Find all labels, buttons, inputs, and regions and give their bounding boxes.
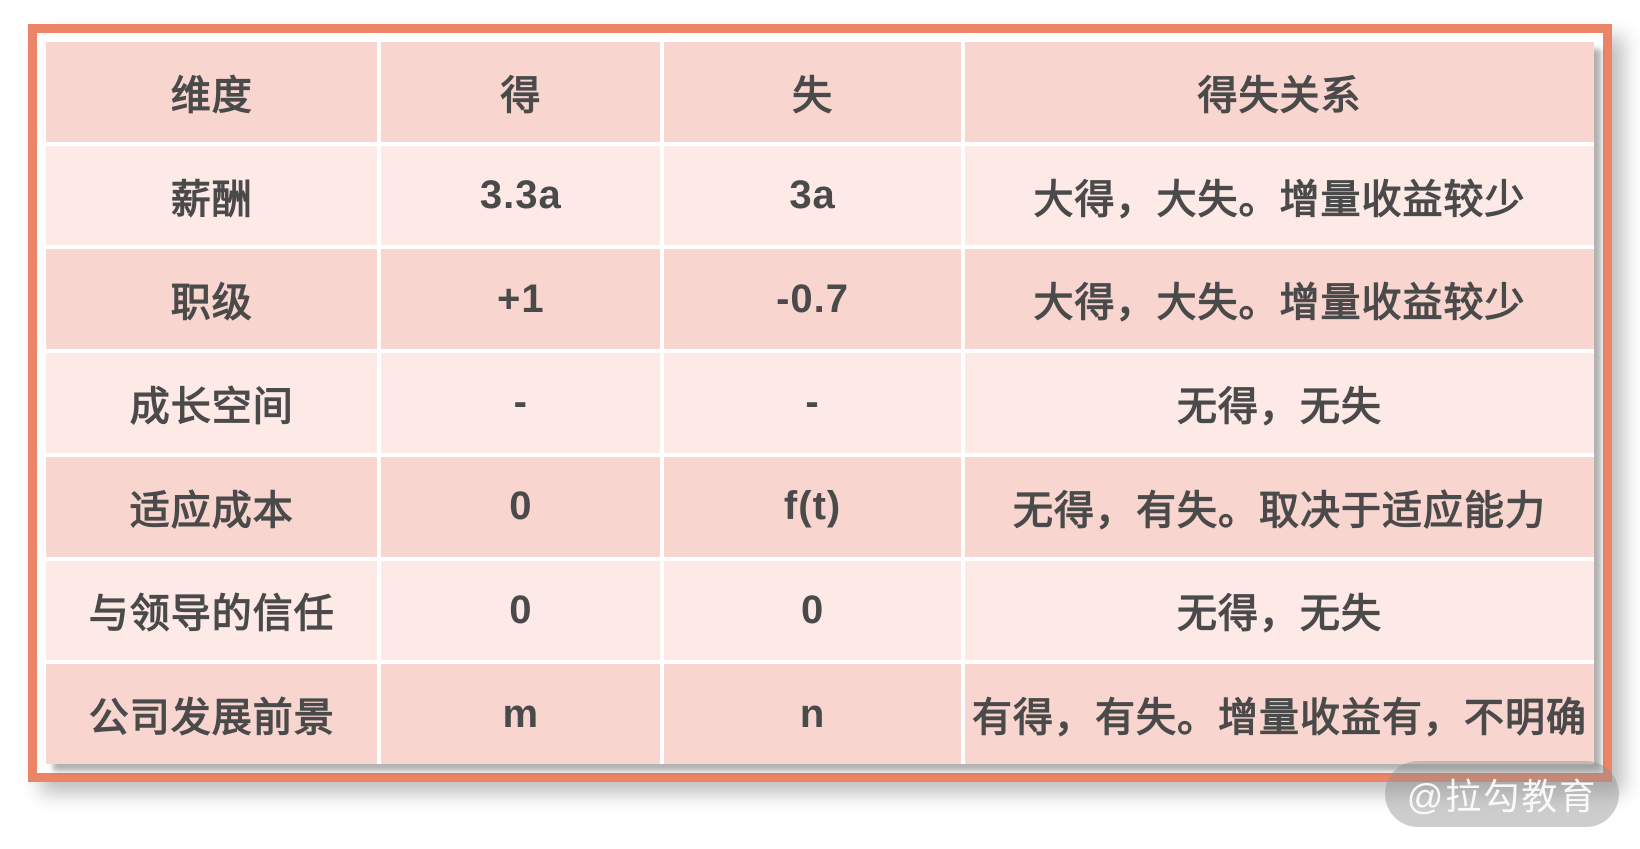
cell-loss: 3a (664, 145, 961, 246)
column-header-dimension: 维度 (46, 42, 378, 142)
watermark-badge: @拉勾教育 (1385, 761, 1619, 827)
cell-dimension: 公司发展前景 (46, 664, 378, 764)
cell-gain: m (381, 664, 661, 764)
cell-dimension: 成长空间 (46, 353, 378, 453)
cell-loss: -0.7 (664, 249, 961, 350)
cell-dimension: 与领导的信任 (46, 560, 378, 661)
cell-relation: 有得，有失。增量收益有，不明确 (964, 664, 1594, 764)
cell-gain: +1 (381, 249, 661, 350)
column-header-relation: 得失关系 (964, 42, 1594, 142)
gain-loss-table: 维度 得 失 得失关系 薪酬 3.3a 3a 大得，大失。增量收益较少 职级 +… (46, 42, 1594, 764)
cell-relation: 无得，有失。取决于适应能力 (964, 456, 1594, 557)
cell-relation: 大得，大失。增量收益较少 (964, 249, 1594, 350)
column-header-gain: 得 (381, 42, 661, 142)
cell-dimension: 适应成本 (46, 456, 378, 557)
cell-relation: 无得，无失 (964, 353, 1594, 453)
cell-gain: 0 (381, 456, 661, 557)
column-header-loss: 失 (664, 42, 961, 142)
watermark-text: @拉勾教育 (1406, 776, 1598, 817)
cell-loss: f(t) (664, 456, 961, 557)
cell-gain: 0 (381, 560, 661, 661)
cell-loss: - (664, 353, 961, 453)
cell-gain: - (381, 353, 661, 453)
cell-relation: 无得，无失 (964, 560, 1594, 661)
cell-dimension: 职级 (46, 249, 378, 350)
cell-relation: 大得，大失。增量收益较少 (964, 145, 1594, 246)
cell-gain: 3.3a (381, 145, 661, 246)
cell-dimension: 薪酬 (46, 145, 378, 246)
cell-loss: n (664, 664, 961, 764)
table-frame: 维度 得 失 得失关系 薪酬 3.3a 3a 大得，大失。增量收益较少 职级 +… (28, 24, 1612, 782)
cell-loss: 0 (664, 560, 961, 661)
